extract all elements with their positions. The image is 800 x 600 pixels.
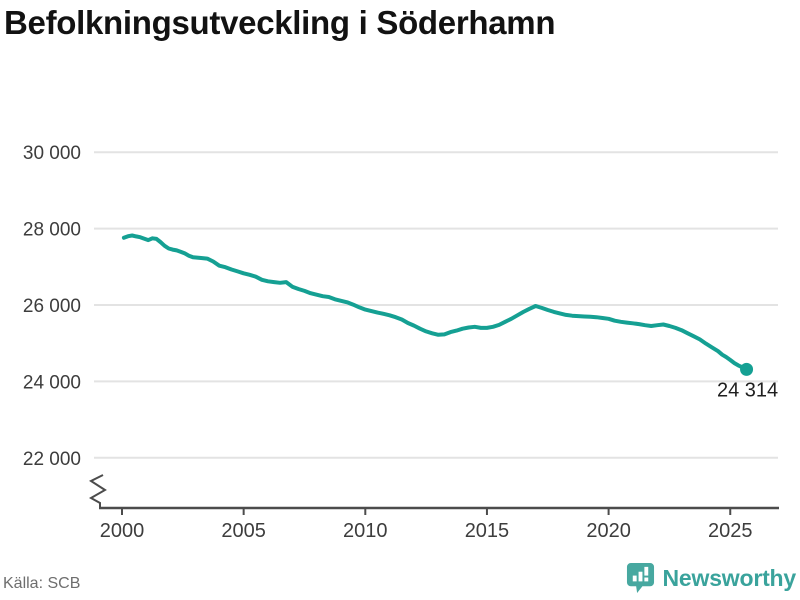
axis-break-icon	[88, 474, 107, 509]
axis-layer	[88, 474, 779, 510]
x-tick-label: 2015	[465, 520, 510, 542]
series-layer: 24 314	[121, 233, 778, 401]
x-tick-label: 2010	[343, 520, 388, 542]
logo-exclamation-dot	[643, 577, 648, 582]
x-tick-label: 2025	[708, 520, 753, 542]
x-tick-label: 2020	[586, 520, 631, 542]
grid-layer: 22 000 24 000 26 000 28 000 30 000	[23, 143, 778, 470]
y-tick-label: 28 000	[23, 220, 81, 241]
chart-title: Befolkningsutveckling i Söderhamn	[4, 4, 556, 41]
logo-bar-short	[632, 575, 637, 582]
y-tick-label: 26 000	[23, 296, 81, 317]
brand-wordmark: Newsworthy	[662, 564, 797, 591]
logo-exclamation-stem	[643, 566, 648, 576]
x-tick-layer: 2000 2005 2010 2015 2020 2025	[100, 508, 753, 542]
newsworthy-brand-link[interactable]: Newsworthy	[626, 562, 796, 594]
x-tick-label: 2005	[221, 520, 266, 542]
population-series-line	[121, 233, 749, 372]
endpoint-dot	[740, 362, 754, 376]
logo-bar-tall	[638, 571, 642, 582]
endpoint-value-label: 24 314	[717, 379, 778, 401]
x-tick-label: 2000	[100, 520, 145, 542]
y-tick-label: 24 000	[23, 372, 81, 393]
source-label: Källa: SCB	[3, 575, 81, 592]
y-tick-label: 30 000	[23, 143, 81, 164]
y-tick-label: 22 000	[23, 449, 81, 470]
newsworthy-logo-icon	[626, 563, 654, 593]
